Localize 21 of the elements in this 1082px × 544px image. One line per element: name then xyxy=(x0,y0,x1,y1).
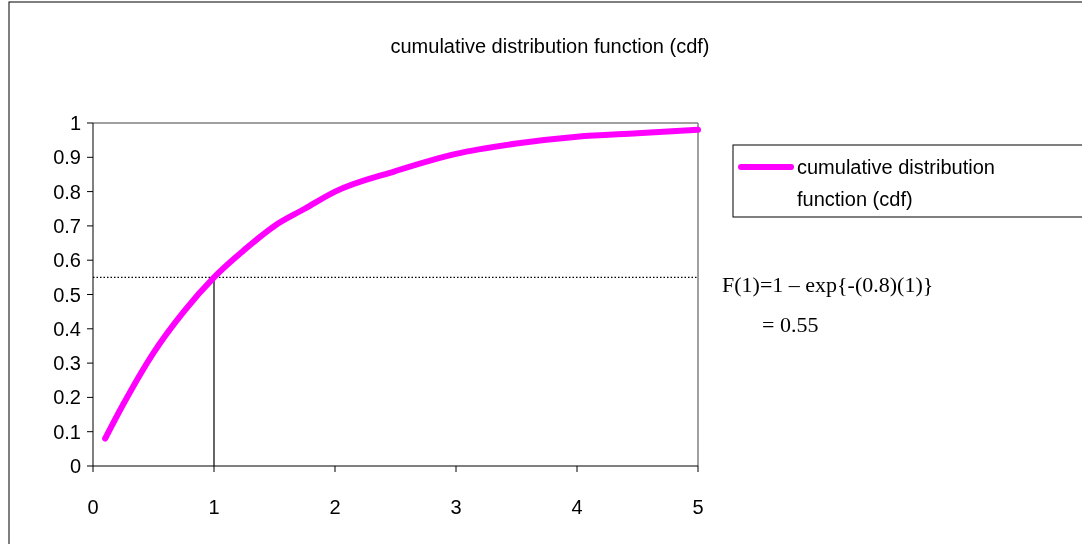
y-tick-label: 0.2 xyxy=(53,386,81,409)
y-tick-label: 0.3 xyxy=(53,352,81,375)
y-tick-label: 0.9 xyxy=(53,146,81,169)
x-tick-label: 3 xyxy=(450,496,462,518)
y-tick-label: 0.6 xyxy=(53,249,81,272)
x-tick-label: 0 xyxy=(87,496,99,518)
y-tick-label: 0.8 xyxy=(53,180,81,203)
y-tick-label: 1 xyxy=(69,112,81,134)
y-tick-label: 0 xyxy=(69,455,81,477)
chart-title: cumulative distribution function (cdf) xyxy=(390,35,710,57)
y-tick-label: 0.7 xyxy=(53,214,81,237)
x-tick-label: 4 xyxy=(571,496,583,518)
legend-label: cumulative distribution function (cdf) xyxy=(797,156,995,210)
y-tick-label: 0.1 xyxy=(53,420,81,443)
x-tick-label: 2 xyxy=(329,496,341,518)
x-tick-label: 5 xyxy=(692,496,704,518)
text: F(1)=1 – exp{-(0.8)(1)} xyxy=(722,272,934,297)
x-tick-label: 1 xyxy=(208,496,220,518)
text: = 0.55 xyxy=(762,312,819,337)
y-tick-label: 0.5 xyxy=(53,283,81,306)
y-tick-label: 0.4 xyxy=(53,317,81,340)
